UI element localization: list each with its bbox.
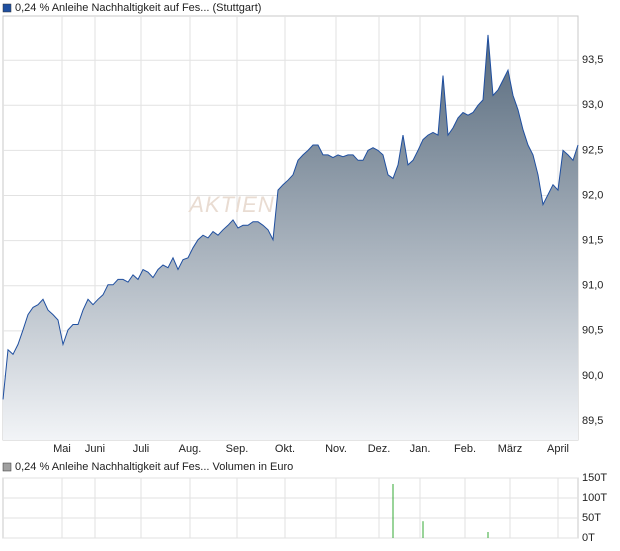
x-tick-label: Feb. — [454, 443, 476, 455]
x-tick-label: Mai — [53, 443, 71, 455]
plot-area — [2, 477, 579, 539]
x-tick-label: Okt. — [275, 443, 295, 455]
price-line — [2, 34, 579, 400]
legend-swatch — [2, 3, 12, 13]
y-tick-label: 50T — [582, 512, 601, 524]
y-tick-label: 93,0 — [582, 99, 603, 111]
volume-bar — [392, 484, 394, 538]
legend-swatch — [2, 462, 12, 472]
x-tick-label: Dez. — [368, 443, 391, 455]
legend-label: 0,24 % Anleihe Nachhaltigkeit auf Fes...… — [15, 2, 261, 14]
legend-label: 0,24 % Anleihe Nachhaltigkeit auf Fes...… — [15, 461, 293, 473]
x-tick-label: Juli — [133, 443, 150, 455]
volume-chart: 0,24 % Anleihe Nachhaltigkeit auf Fes...… — [2, 461, 607, 544]
volume-bar — [422, 521, 424, 538]
y-tick-label: 89,5 — [582, 415, 603, 427]
x-tick-label: Jan. — [410, 443, 431, 455]
x-tick-label: April — [547, 443, 569, 455]
y-tick-label: 91,0 — [582, 280, 603, 292]
volume-bar — [487, 532, 489, 538]
y-tick-label: 93,5 — [582, 54, 603, 66]
watermark: AKTIEN — [187, 192, 274, 217]
y-tick-label: 91,5 — [582, 235, 603, 247]
x-tick-label: Aug. — [179, 443, 202, 455]
y-tick-label: 90,5 — [582, 325, 603, 337]
y-tick-label: 100T — [582, 492, 607, 504]
price-chart: 0,24 % Anleihe Nachhaltigkeit auf Fes...… — [2, 2, 603, 455]
y-tick-label: 92,0 — [582, 189, 603, 201]
x-tick-label: Juni — [85, 443, 105, 455]
area — [3, 34, 578, 441]
y-tick-label: 92,5 — [582, 144, 603, 156]
y-tick-label: 150T — [582, 472, 607, 484]
x-tick-label: Sep. — [226, 443, 249, 455]
y-tick-label: 90,0 — [582, 370, 603, 382]
x-tick-label: März — [498, 443, 522, 455]
y-tick-label: 0T — [582, 532, 595, 544]
x-tick-label: Nov. — [325, 443, 347, 455]
